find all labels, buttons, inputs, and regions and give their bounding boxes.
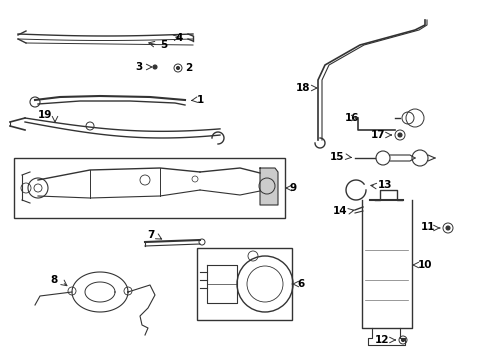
Circle shape: [445, 226, 449, 230]
Circle shape: [153, 65, 157, 69]
Text: 6: 6: [296, 279, 304, 289]
Text: 19: 19: [38, 110, 52, 120]
Text: 4: 4: [175, 33, 182, 43]
Text: 17: 17: [369, 130, 384, 140]
Text: 2: 2: [184, 63, 192, 73]
Text: 13: 13: [377, 180, 392, 190]
Text: 3: 3: [136, 62, 142, 72]
Bar: [197, 248, 291, 320]
Circle shape: [176, 67, 179, 69]
Text: 9: 9: [288, 183, 296, 193]
Polygon shape: [260, 168, 278, 205]
Text: 11: 11: [420, 222, 434, 232]
Text: 8: 8: [51, 275, 58, 285]
Bar: [14, 158, 285, 218]
Text: 1: 1: [197, 95, 204, 105]
Text: 18: 18: [295, 83, 309, 93]
Circle shape: [397, 133, 401, 137]
Text: 15: 15: [329, 152, 343, 162]
Text: 5: 5: [160, 40, 167, 50]
Text: 12: 12: [374, 335, 388, 345]
Circle shape: [401, 338, 404, 342]
Text: 10: 10: [417, 260, 431, 270]
Text: 16: 16: [345, 113, 359, 123]
Text: 7: 7: [147, 230, 155, 240]
Text: 14: 14: [332, 206, 346, 216]
